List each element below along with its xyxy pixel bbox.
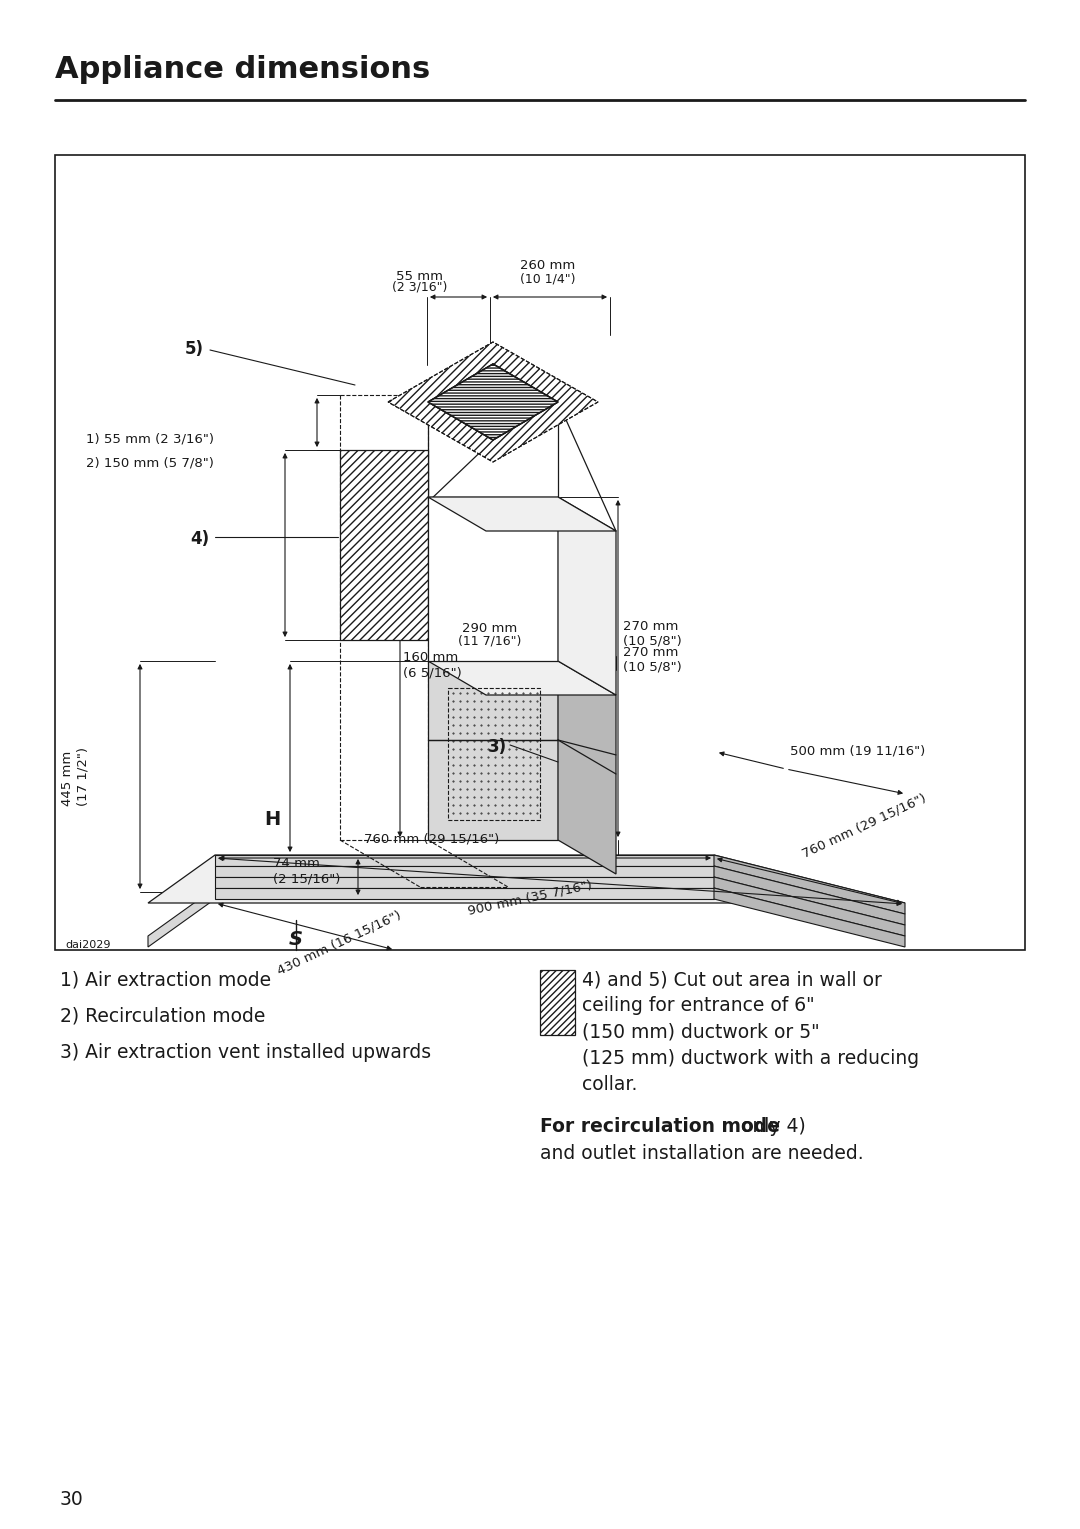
Polygon shape (428, 364, 558, 440)
Polygon shape (714, 878, 905, 936)
Text: only 4): only 4) (735, 1118, 806, 1136)
Polygon shape (428, 497, 616, 531)
Text: For recirculation mode: For recirculation mode (540, 1118, 780, 1136)
Text: 260 mm: 260 mm (521, 258, 576, 272)
Text: (150 mm) ductwork or 5": (150 mm) ductwork or 5" (582, 1023, 820, 1041)
Text: 55 mm: 55 mm (396, 271, 444, 283)
Polygon shape (215, 865, 714, 878)
Text: 270 mm
(10 5/8"): 270 mm (10 5/8") (623, 645, 681, 674)
Polygon shape (714, 865, 905, 925)
Polygon shape (558, 661, 616, 875)
Text: S: S (289, 930, 303, 950)
Text: 74 mm
(2 15/16"): 74 mm (2 15/16") (272, 856, 340, 885)
Text: 160 mm
(6 5/16"): 160 mm (6 5/16") (403, 651, 462, 679)
Text: 270 mm
(10 5/8"): 270 mm (10 5/8") (623, 619, 681, 648)
Polygon shape (428, 497, 558, 661)
Polygon shape (340, 450, 428, 641)
Bar (540, 969, 575, 1035)
Text: 430 mm (16 15/16"): 430 mm (16 15/16") (275, 908, 403, 977)
Text: (2 3/16"): (2 3/16") (392, 280, 448, 294)
Text: 760 mm (29 15/16"): 760 mm (29 15/16") (364, 832, 500, 846)
Text: 1) 55 mm (2 3/16"): 1) 55 mm (2 3/16") (86, 433, 214, 445)
Polygon shape (215, 855, 714, 865)
Polygon shape (148, 855, 905, 904)
Text: H: H (264, 810, 280, 829)
Text: (125 mm) ductwork with a reducing: (125 mm) ductwork with a reducing (582, 1049, 919, 1067)
Polygon shape (428, 661, 558, 839)
Polygon shape (558, 497, 616, 696)
Text: (11 7/16"): (11 7/16") (458, 635, 522, 647)
Polygon shape (714, 855, 905, 914)
Text: 5): 5) (185, 339, 204, 358)
Text: 445 mm
(17 1/2"): 445 mm (17 1/2") (60, 746, 89, 806)
Polygon shape (428, 364, 558, 440)
Text: 760 mm (29 15/16"): 760 mm (29 15/16") (800, 790, 928, 859)
Text: 4): 4) (190, 531, 210, 547)
Text: 4) and 5) Cut out area in wall or: 4) and 5) Cut out area in wall or (582, 969, 882, 989)
Text: 1) Air extraction mode: 1) Air extraction mode (60, 969, 271, 989)
Polygon shape (428, 661, 616, 696)
Text: dai2029: dai2029 (65, 940, 110, 950)
Text: collar.: collar. (582, 1075, 637, 1093)
Polygon shape (215, 888, 714, 899)
Text: 290 mm: 290 mm (462, 622, 517, 635)
Text: 3) Air extraction vent installed upwards: 3) Air extraction vent installed upwards (60, 1043, 431, 1063)
Polygon shape (714, 888, 905, 946)
Text: 900 mm (35 7/16"): 900 mm (35 7/16") (467, 878, 593, 917)
Text: and outlet installation are needed.: and outlet installation are needed. (540, 1144, 864, 1164)
Text: Appliance dimensions: Appliance dimensions (55, 55, 430, 84)
Text: ceiling for entrance of 6": ceiling for entrance of 6" (582, 997, 814, 1015)
Bar (55, 154, 1025, 950)
Text: (10 1/4"): (10 1/4") (521, 272, 576, 284)
Text: 3): 3) (488, 739, 508, 755)
Text: 2) 150 mm (5 7/8"): 2) 150 mm (5 7/8") (86, 457, 214, 469)
Bar (448, 688, 540, 820)
Polygon shape (148, 888, 215, 946)
Text: 2) Recirculation mode: 2) Recirculation mode (60, 1006, 266, 1026)
Polygon shape (215, 878, 714, 888)
Text: 500 mm (19 11/16"): 500 mm (19 11/16") (789, 745, 926, 757)
Text: 30: 30 (60, 1489, 84, 1509)
Polygon shape (388, 342, 598, 462)
